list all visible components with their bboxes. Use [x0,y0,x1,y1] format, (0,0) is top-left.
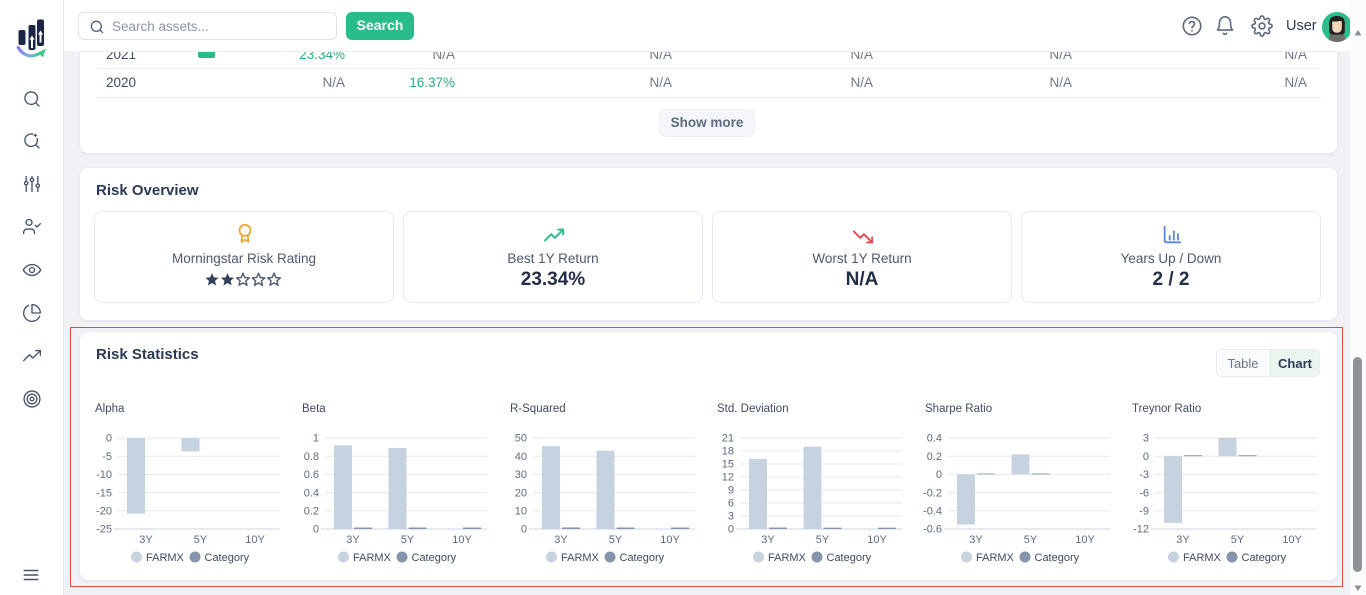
svg-text:3Y: 3Y [761,534,775,546]
svg-text:3Y: 3Y [1176,534,1190,546]
svg-text:Beta: Beta [302,403,326,415]
svg-text:3: 3 [1143,433,1149,445]
svg-text:Treynor Ratio: Treynor Ratio [1132,403,1201,415]
svg-text:0: 0 [313,524,319,536]
svg-text:3Y: 3Y [139,534,153,546]
svg-text:3Y: 3Y [554,534,568,546]
svg-text:15: 15 [722,459,734,471]
svg-text:-20: -20 [96,506,112,518]
svg-text:0.2: 0.2 [926,451,941,463]
svg-text:-10: -10 [96,469,112,481]
svg-text:R-Squared: R-Squared [510,403,566,415]
svg-text:Category: Category [827,552,872,564]
svg-text:-6: -6 [1139,487,1149,499]
svg-text:0: 0 [1143,451,1149,463]
svg-text:0.2: 0.2 [304,506,319,518]
svg-text:FARMX: FARMX [146,552,185,564]
svg-text:0: 0 [106,433,112,445]
svg-text:0.4: 0.4 [304,487,319,499]
svg-text:10Y: 10Y [453,534,473,546]
svg-text:3Y: 3Y [347,534,361,546]
svg-text:-5: -5 [102,451,112,463]
svg-text:Category: Category [619,552,664,564]
svg-text:-0.6: -0.6 [923,524,942,536]
svg-text:10Y: 10Y [867,534,887,546]
svg-text:0.4: 0.4 [926,433,941,445]
svg-text:-0.2: -0.2 [923,487,942,499]
svg-text:18: 18 [722,446,734,458]
svg-text:5Y: 5Y [1231,534,1245,546]
svg-text:Category: Category [205,552,250,564]
svg-text:-9: -9 [1139,506,1149,518]
svg-text:0.8: 0.8 [304,451,319,463]
svg-text:Alpha: Alpha [95,403,125,415]
svg-text:FARMX: FARMX [561,552,600,564]
svg-text:0: 0 [935,469,941,481]
svg-text:0: 0 [728,524,734,536]
svg-text:Sharpe Ratio: Sharpe Ratio [925,403,992,415]
svg-text:Category: Category [412,552,457,564]
svg-text:0: 0 [521,524,527,536]
svg-text:Std. Deviation: Std. Deviation [717,403,789,415]
svg-text:5Y: 5Y [816,534,830,546]
svg-text:30: 30 [515,469,527,481]
svg-text:-12: -12 [1133,524,1149,536]
svg-text:-0.4: -0.4 [923,506,942,518]
svg-text:FARMX: FARMX [976,552,1015,564]
svg-text:10Y: 10Y [245,534,265,546]
svg-text:Category: Category [1034,552,1079,564]
svg-text:-25: -25 [96,524,112,536]
svg-text:5Y: 5Y [401,534,415,546]
svg-text:5Y: 5Y [194,534,208,546]
svg-text:50: 50 [515,433,527,445]
svg-text:10: 10 [515,506,527,518]
svg-text:FARMX: FARMX [768,552,807,564]
svg-text:10Y: 10Y [1282,534,1302,546]
svg-text:5Y: 5Y [1023,534,1037,546]
svg-text:FARMX: FARMX [1183,552,1222,564]
svg-text:Category: Category [1242,552,1287,564]
svg-text:FARMX: FARMX [353,552,392,564]
svg-text:3: 3 [728,511,734,523]
svg-text:3Y: 3Y [969,534,983,546]
svg-text:9: 9 [728,485,734,497]
svg-text:5Y: 5Y [609,534,623,546]
svg-text:0.6: 0.6 [304,469,319,481]
svg-text:6: 6 [728,498,734,510]
svg-text:20: 20 [515,487,527,499]
svg-text:-3: -3 [1139,469,1149,481]
svg-text:1: 1 [313,433,319,445]
svg-text:12: 12 [722,472,734,484]
svg-text:10Y: 10Y [1075,534,1095,546]
svg-text:40: 40 [515,451,527,463]
svg-text:-15: -15 [96,487,112,499]
svg-text:10Y: 10Y [660,534,680,546]
svg-text:21: 21 [722,433,734,445]
